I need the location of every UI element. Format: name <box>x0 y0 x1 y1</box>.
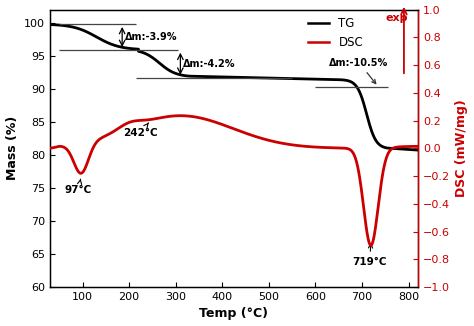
Y-axis label: Mass (%): Mass (%) <box>6 116 18 180</box>
X-axis label: Temp (°C): Temp (°C) <box>200 307 268 320</box>
Text: Δm:-3.9%: Δm:-3.9% <box>125 32 177 42</box>
Text: 719°C: 719°C <box>353 244 387 267</box>
Text: 97°C: 97°C <box>65 179 92 195</box>
Text: Δm:-10.5%: Δm:-10.5% <box>329 58 389 83</box>
Text: 242°C: 242°C <box>124 123 158 138</box>
Text: Δm:-4.2%: Δm:-4.2% <box>182 59 235 69</box>
Legend: TG, DSC: TG, DSC <box>303 13 368 54</box>
Y-axis label: DSC (mW/mg): DSC (mW/mg) <box>456 99 468 197</box>
Text: exp: exp <box>386 13 408 23</box>
